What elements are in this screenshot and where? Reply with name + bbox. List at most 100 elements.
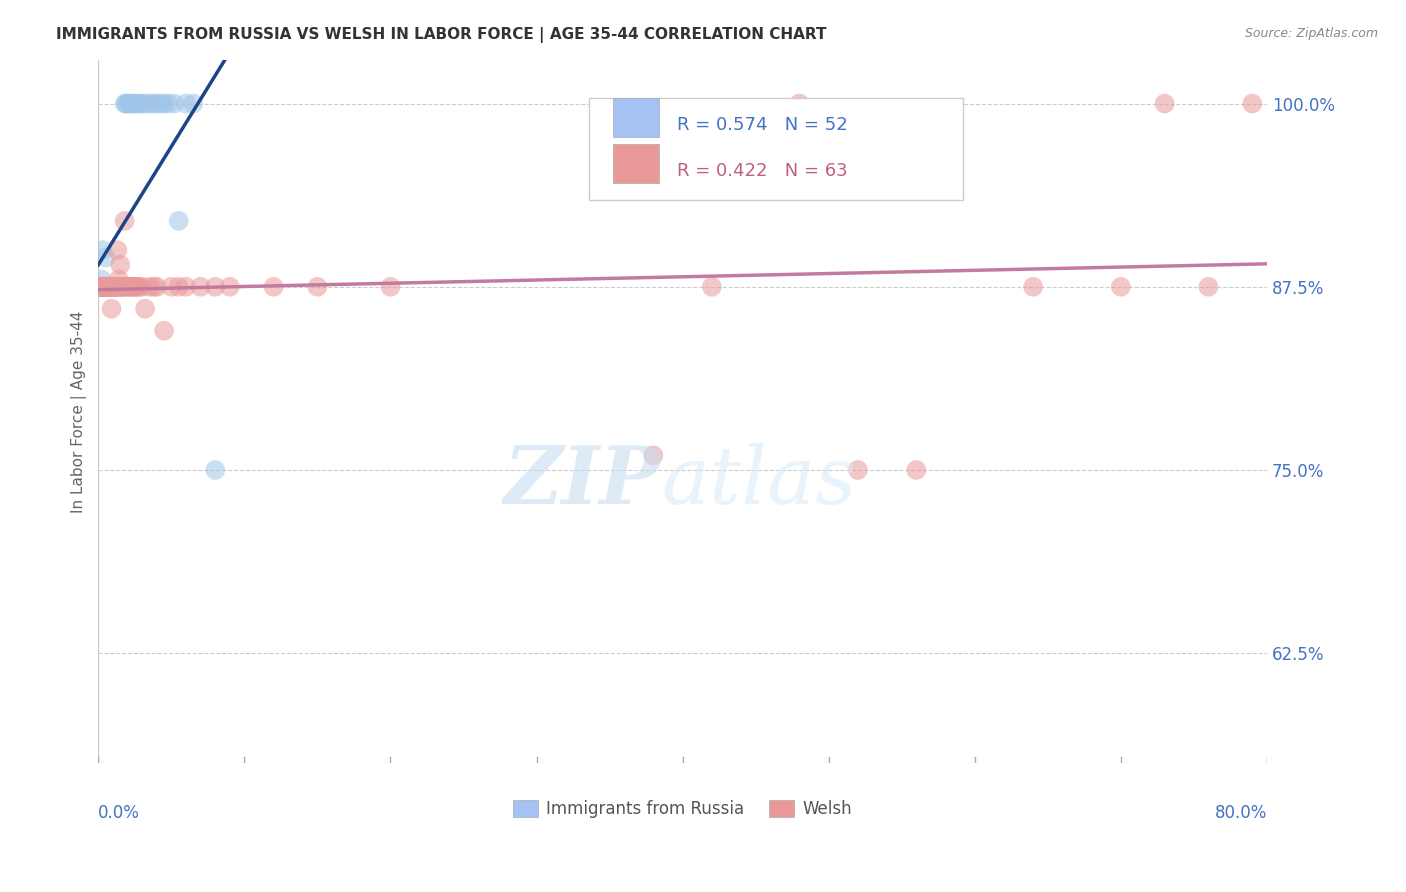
Point <box>101 280 124 294</box>
Text: atlas: atlas <box>661 443 856 520</box>
Point <box>1022 280 1045 294</box>
Point <box>1198 280 1220 294</box>
Point <box>174 280 197 294</box>
Point <box>125 280 148 294</box>
Point <box>115 96 138 111</box>
Point <box>111 280 134 294</box>
Point <box>96 280 118 294</box>
Point <box>150 96 173 111</box>
Point <box>142 280 165 294</box>
Point <box>107 272 129 286</box>
Text: Source: ZipAtlas.com: Source: ZipAtlas.com <box>1244 27 1378 40</box>
Point <box>114 214 136 228</box>
Point <box>91 243 114 257</box>
Text: 80.0%: 80.0% <box>1215 805 1267 822</box>
Text: 0.0%: 0.0% <box>98 805 141 822</box>
Point <box>120 96 142 111</box>
Point <box>90 280 112 294</box>
Point <box>96 280 118 294</box>
Point <box>190 280 212 294</box>
FancyBboxPatch shape <box>589 98 963 201</box>
Point <box>96 280 118 294</box>
Point <box>107 280 129 294</box>
Point <box>90 280 112 294</box>
Point <box>96 280 118 294</box>
Y-axis label: In Labor Force | Age 35-44: In Labor Force | Age 35-44 <box>72 310 87 513</box>
Point <box>218 280 240 294</box>
Point <box>103 280 125 294</box>
Point <box>89 280 111 294</box>
Point <box>105 280 128 294</box>
Point <box>90 280 112 294</box>
Point <box>122 280 145 294</box>
Point <box>90 280 112 294</box>
Point <box>100 301 122 316</box>
Point <box>128 96 150 111</box>
Point <box>146 96 169 111</box>
Point <box>97 280 120 294</box>
Point <box>112 280 135 294</box>
Point <box>157 96 180 111</box>
Point <box>643 448 665 462</box>
Point <box>131 96 153 111</box>
Point <box>131 280 153 294</box>
Text: IMMIGRANTS FROM RUSSIA VS WELSH IN LABOR FORCE | AGE 35-44 CORRELATION CHART: IMMIGRANTS FROM RUSSIA VS WELSH IN LABOR… <box>56 27 827 43</box>
Point <box>93 280 115 294</box>
Point <box>789 96 811 111</box>
Point <box>100 280 122 294</box>
Point <box>134 301 156 316</box>
Point <box>134 96 156 111</box>
Point <box>104 280 127 294</box>
Point <box>104 280 127 294</box>
Point <box>110 258 132 272</box>
Point <box>153 96 176 111</box>
Point <box>905 463 928 477</box>
Point <box>101 280 124 294</box>
Point <box>111 280 134 294</box>
Point <box>97 280 120 294</box>
Point <box>146 280 169 294</box>
Point <box>700 280 723 294</box>
Point <box>91 280 114 294</box>
Point <box>117 280 139 294</box>
Point <box>89 280 111 294</box>
Point <box>107 280 129 294</box>
Point <box>118 96 141 111</box>
Point <box>90 272 112 286</box>
Point <box>127 96 149 111</box>
Point <box>117 96 139 111</box>
Legend: Immigrants from Russia, Welsh: Immigrants from Russia, Welsh <box>506 794 859 825</box>
Text: R = 0.574   N = 52: R = 0.574 N = 52 <box>676 116 848 134</box>
Point <box>153 324 176 338</box>
Point <box>89 280 111 294</box>
Text: ZIP: ZIP <box>503 443 661 520</box>
Point <box>101 280 124 294</box>
Point <box>1153 96 1175 111</box>
Point <box>174 96 197 111</box>
Point <box>163 96 186 111</box>
Point <box>110 280 132 294</box>
Point <box>124 280 146 294</box>
Point <box>114 96 136 111</box>
Point <box>93 280 115 294</box>
Point <box>91 280 114 294</box>
Point <box>98 280 121 294</box>
Point <box>93 280 115 294</box>
Point <box>103 280 125 294</box>
Point <box>380 280 402 294</box>
Point <box>181 96 204 111</box>
Point <box>94 251 117 265</box>
Point <box>112 280 135 294</box>
Point <box>1109 280 1132 294</box>
Point <box>307 280 329 294</box>
Point <box>93 280 115 294</box>
Point <box>97 280 120 294</box>
Point <box>94 280 117 294</box>
Point <box>138 96 160 111</box>
Point <box>128 280 150 294</box>
Point <box>127 280 149 294</box>
Point <box>115 280 138 294</box>
Point <box>846 463 869 477</box>
Point <box>138 280 160 294</box>
Point <box>121 280 143 294</box>
